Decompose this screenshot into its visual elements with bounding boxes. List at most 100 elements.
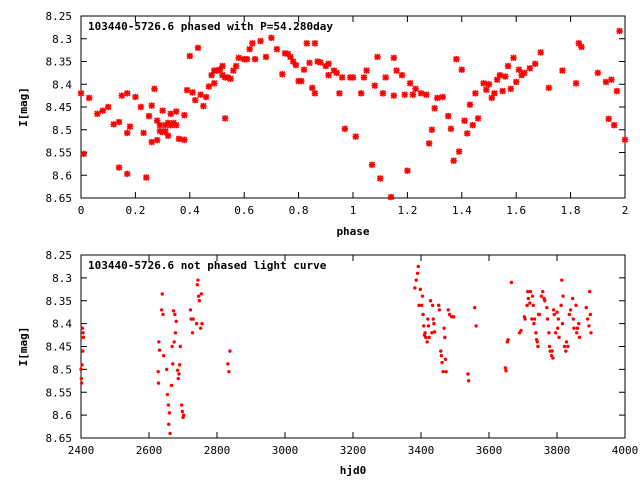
phased-data-point xyxy=(412,85,419,92)
phased-data-point xyxy=(249,40,256,47)
unphased-data-point xyxy=(557,335,561,340)
phased-data-point xyxy=(398,71,406,79)
phased-data-point xyxy=(246,46,253,53)
unphased-data-point xyxy=(79,367,83,372)
phased-data-point xyxy=(105,103,112,111)
unphased-data-point xyxy=(431,317,435,321)
phased-data-point xyxy=(382,74,389,81)
phased-data-point xyxy=(197,91,204,98)
phased-data-point xyxy=(352,133,359,140)
phased-data-point xyxy=(502,73,509,80)
unphased-data-point xyxy=(551,308,556,312)
phased-data-point xyxy=(559,67,566,74)
phased-data-point xyxy=(192,96,199,104)
unphased-data-point xyxy=(157,348,162,352)
phased-data-point xyxy=(532,60,539,67)
phased-y-axis-label: I[mag] xyxy=(17,87,30,127)
phased-data-point xyxy=(545,84,553,92)
phased-y-tick-label: 8.5 xyxy=(52,124,72,137)
unphased-data-point xyxy=(413,286,417,290)
phased-data-point xyxy=(300,66,308,73)
phased-x-tick-label: 1 xyxy=(350,204,357,217)
phased-data-point xyxy=(173,108,180,115)
unphased-data-point xyxy=(535,340,539,344)
phased-x-tick-label: 1.8 xyxy=(561,204,581,217)
unphased-data-point xyxy=(534,331,538,335)
unphased-data-point xyxy=(541,289,545,294)
phased-x-tick-label: 0.6 xyxy=(234,204,254,217)
phased-data-point xyxy=(377,175,384,182)
phased-data-point xyxy=(153,137,161,144)
phased-data-point xyxy=(368,161,376,168)
unphased-y-tick-label: 8.65 xyxy=(46,432,73,445)
phased-data-point xyxy=(257,37,264,45)
unphased-data-point xyxy=(426,317,430,321)
unphased-data-point xyxy=(562,344,567,349)
unphased-data-point xyxy=(79,376,84,381)
phased-data-point xyxy=(317,59,324,66)
unphased-data-point xyxy=(474,324,478,328)
phased-data-point xyxy=(311,90,319,97)
phased-data-point xyxy=(211,80,218,87)
phased-data-point xyxy=(439,93,446,101)
phased-data-point xyxy=(425,140,433,147)
phased-data-point xyxy=(575,40,582,47)
phased-data-point xyxy=(314,58,321,65)
phased-data-point xyxy=(80,150,87,158)
unphased-data-point xyxy=(528,301,532,305)
phased-y-tick-label: 8.65 xyxy=(46,192,73,205)
phased-data-point xyxy=(428,126,436,133)
unphased-data-point xyxy=(552,312,556,317)
phased-data-point xyxy=(578,43,585,51)
phased-x-tick-label: 0 xyxy=(78,204,85,217)
phased-data-point xyxy=(164,132,172,139)
unphased-data-point xyxy=(567,312,571,317)
phased-data-point xyxy=(404,167,411,174)
phased-data-point xyxy=(156,127,164,135)
phased-data-point xyxy=(143,174,150,181)
unphased-data-point xyxy=(531,303,535,308)
phased-data-point xyxy=(110,121,117,128)
phased-data-point xyxy=(284,50,291,57)
unphased-data-point xyxy=(575,326,580,330)
unphased-data-point xyxy=(556,317,561,321)
unphased-y-axis-label: I[mag] xyxy=(17,327,30,367)
unphased-data-point xyxy=(587,324,591,328)
phased-data-point xyxy=(181,111,188,119)
phased-light-curve-plot: 0 0.2 0.4 0.6 0.8 1 1.2 1.4 1.6 1.8 2 8.25 8.3 8.35 8.… xyxy=(17,10,628,238)
unphased-data-point xyxy=(79,381,84,385)
phased-data-point xyxy=(472,90,479,97)
phased-data-point xyxy=(232,62,240,70)
unphased-x-tick-label: 3800 xyxy=(544,444,571,457)
unphased-chart-title: 103440-5726.6 not phased light curve xyxy=(88,259,327,272)
unphased-data-point xyxy=(197,299,202,303)
phased-data-point xyxy=(616,27,623,35)
unphased-data-point xyxy=(509,280,514,285)
phased-data-point xyxy=(390,54,397,62)
phased-data-point xyxy=(173,122,180,129)
phased-data-point xyxy=(360,74,368,81)
phased-data-point xyxy=(159,107,166,114)
phased-data-point xyxy=(115,118,123,126)
phased-data-point xyxy=(124,90,131,97)
phased-data-point xyxy=(605,115,612,123)
phased-data-point xyxy=(401,91,408,98)
phased-data-point xyxy=(137,103,145,111)
phased-data-point xyxy=(387,193,395,201)
unphased-data-point xyxy=(227,369,231,374)
phased-data-point xyxy=(483,86,490,93)
unphased-data-point xyxy=(439,353,444,358)
unphased-data-point xyxy=(190,331,195,335)
unphased-data-point xyxy=(418,287,423,292)
phased-data-point xyxy=(374,53,381,61)
unphased-data-point xyxy=(550,349,554,353)
unphased-data-point xyxy=(81,349,85,353)
unphased-data-point xyxy=(503,366,508,370)
phased-data-point xyxy=(445,112,452,120)
unphased-x-tick-label: 2800 xyxy=(204,444,231,457)
unphased-data-point xyxy=(543,299,547,303)
phased-data-point xyxy=(431,105,438,112)
phased-data-point xyxy=(94,110,101,118)
phased-data-point xyxy=(118,92,125,99)
